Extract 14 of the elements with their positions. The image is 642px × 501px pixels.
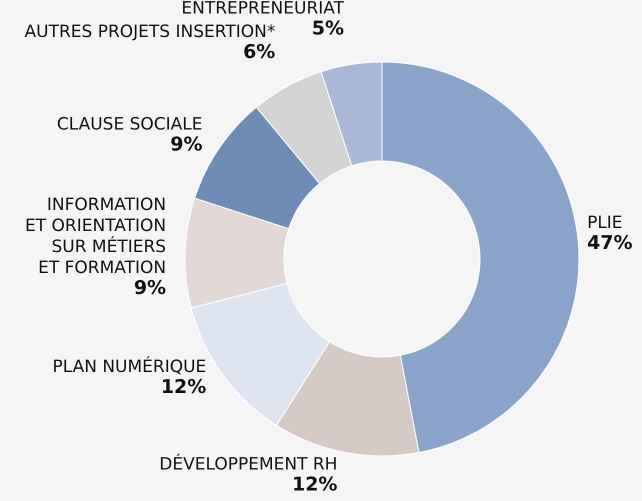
data-label: 47%	[587, 232, 633, 254]
slice-label: PLAN NUMÉRIQUE	[52, 356, 206, 378]
data-label: 6%	[243, 41, 276, 64]
data-label: 9%	[170, 133, 202, 156]
data-label: 5%	[312, 18, 344, 40]
slice-label: INFORMATION ET ORIENTATION SUR MÉTIERS ET FORMATION	[25, 194, 166, 278]
slice-label: AUTRES PROJETS INSERTION*	[24, 22, 276, 42]
slice-label: CLAUSE SOCIALE	[56, 114, 202, 134]
data-label: 12%	[160, 376, 206, 398]
data-label: 12%	[292, 473, 338, 496]
data-label: 9%	[134, 276, 166, 299]
slice-label: PLIE	[587, 213, 623, 234]
slice-label: ENTREPRENEURIAT	[181, 0, 345, 19]
slice-label: DÉVELOPPEMENT RH	[159, 453, 338, 474]
